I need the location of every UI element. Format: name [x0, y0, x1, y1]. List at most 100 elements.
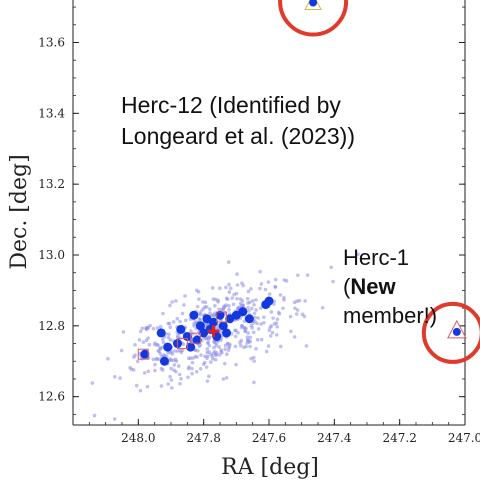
background-star	[213, 304, 217, 308]
member-star	[159, 356, 169, 366]
background-star	[201, 300, 205, 304]
background-star	[168, 303, 172, 308]
background-star	[194, 369, 199, 374]
x-tick-label: 247.8	[186, 431, 220, 445]
background-star	[266, 280, 271, 284]
background-star	[201, 306, 206, 311]
background-star	[160, 337, 165, 342]
background-star	[205, 354, 210, 359]
background-star	[304, 344, 309, 348]
square-marker	[190, 332, 201, 344]
square-marker	[176, 338, 188, 350]
background-star	[278, 344, 283, 349]
background-star	[356, 252, 360, 257]
background-star	[246, 331, 251, 335]
background-star	[170, 386, 174, 390]
background-star	[207, 343, 212, 348]
background-star	[169, 378, 174, 382]
background-star	[224, 296, 229, 301]
annotation-herc12-line1: Herc-12 (Identified by	[121, 92, 341, 118]
background-star	[225, 352, 229, 357]
member-star	[238, 307, 248, 317]
background-star	[135, 359, 140, 364]
background-star	[252, 302, 256, 307]
background-star	[250, 326, 254, 330]
center-marker	[207, 325, 220, 338]
y-tick-label: 12.8	[38, 319, 65, 333]
background-star	[239, 325, 244, 330]
square-marker	[137, 348, 149, 360]
background-star	[180, 348, 185, 353]
background-star	[151, 357, 156, 362]
background-star	[153, 368, 157, 373]
member-star	[208, 317, 218, 327]
background-star	[273, 285, 278, 289]
member-star	[163, 342, 173, 352]
background-star	[262, 315, 266, 319]
x-tick-label: 247.4	[317, 431, 352, 445]
background-star	[170, 352, 175, 356]
background-star	[148, 323, 152, 328]
background-star	[256, 316, 260, 320]
background-star	[221, 306, 226, 311]
background-star	[212, 345, 216, 350]
background-star	[267, 328, 272, 333]
background-star	[161, 340, 166, 345]
background-star	[172, 368, 176, 373]
member-star	[218, 321, 228, 331]
background-star	[129, 367, 134, 372]
background-star	[198, 312, 203, 317]
background-star	[198, 367, 203, 371]
background-star	[226, 260, 231, 264]
background-star	[278, 293, 283, 297]
background-star	[275, 324, 280, 329]
background-star	[207, 374, 211, 379]
background-star	[133, 342, 137, 347]
background-star	[118, 376, 122, 380]
background-star	[212, 314, 216, 318]
background-star	[198, 318, 202, 322]
background-star	[142, 371, 147, 375]
background-star	[252, 311, 257, 316]
background-star	[186, 356, 191, 361]
background-star	[138, 329, 143, 334]
background-star	[227, 282, 231, 287]
background-star	[205, 379, 210, 383]
top-member-star	[309, 0, 318, 7]
background-star	[272, 302, 276, 306]
background-star	[248, 344, 252, 349]
background-star	[205, 347, 210, 351]
member-star	[215, 310, 225, 320]
background-star	[264, 349, 269, 354]
background-star	[159, 366, 164, 371]
background-star	[168, 338, 173, 342]
y-tick-label: 13.2	[38, 177, 65, 191]
background-star	[281, 306, 285, 311]
background-star	[212, 340, 216, 344]
background-star	[171, 320, 176, 324]
background-star	[249, 287, 253, 291]
background-star	[172, 363, 177, 367]
background-star	[208, 307, 212, 312]
background-star	[132, 355, 136, 359]
background-star	[233, 334, 238, 339]
background-star	[258, 286, 262, 291]
background-star	[241, 283, 245, 288]
background-star	[245, 296, 250, 301]
background-star	[159, 384, 164, 388]
annotation-herc1-open: (	[343, 274, 351, 299]
background-star	[227, 290, 232, 294]
x-tick-label: 247.0	[448, 431, 480, 445]
background-star	[176, 364, 181, 368]
background-star	[174, 299, 178, 303]
background-star	[206, 340, 210, 345]
top-highlight-circle	[278, 0, 349, 37]
background-star	[206, 335, 211, 340]
background-star	[273, 277, 278, 282]
background-star	[269, 324, 274, 328]
background-star	[223, 347, 227, 352]
tick-labels: 248.0 247.8 247.6 247.4 247.2 247.0 12.6 12.8 13…	[38, 36, 480, 446]
background-star	[190, 360, 195, 365]
background-star	[179, 377, 183, 381]
background-star	[243, 326, 247, 331]
